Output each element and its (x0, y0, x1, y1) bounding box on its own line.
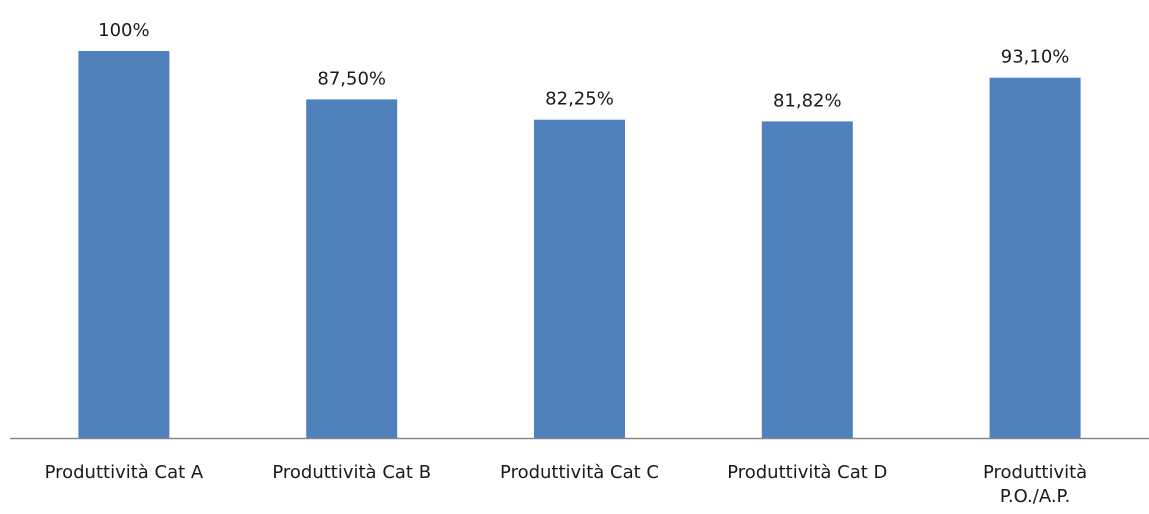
bar-2 (306, 99, 398, 439)
bars-group (78, 51, 1081, 439)
category-label-line: Produttività (983, 462, 1087, 483)
data-label-2: 87,50% (317, 68, 386, 89)
bar-1 (78, 51, 170, 438)
category-label-line: Produttività Cat A (45, 462, 204, 483)
bar-5 (989, 77, 1081, 438)
category-label-line: Produttività Cat C (500, 462, 659, 483)
data-label-1: 100% (98, 20, 149, 41)
category-label-3: Produttività Cat C (500, 462, 659, 483)
bar-3 (534, 119, 625, 438)
category-label-line: Produttività Cat B (272, 462, 431, 483)
category-label-line: Produttività Cat D (727, 462, 887, 483)
bar-4 (761, 121, 853, 439)
category-label-2: Produttività Cat B (272, 462, 431, 483)
data-label-4: 81,82% (773, 90, 842, 111)
category-labels-group: Produttività Cat A Produttività Cat B Prod… (45, 462, 1088, 507)
value-labels-group: 100% 87,50% 82,25% 81,82% 93,10% (98, 20, 1069, 111)
category-label-1: Produttività Cat A (45, 462, 204, 483)
data-label-3: 82,25% (545, 89, 614, 110)
category-label-5: Produttività P.O./A.P. (983, 462, 1087, 507)
data-label-5: 93,10% (1001, 47, 1070, 68)
category-label-4: Produttività Cat D (727, 462, 887, 483)
category-label-line: P.O./A.P. (1000, 486, 1071, 507)
